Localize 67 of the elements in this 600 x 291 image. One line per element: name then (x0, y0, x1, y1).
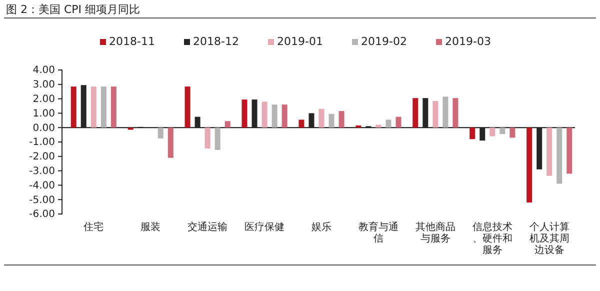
bar (328, 114, 334, 128)
bar (242, 100, 248, 128)
legend-label: 2019-01 (277, 35, 323, 48)
bar (298, 120, 304, 128)
y-tick-label: 2.00 (32, 94, 55, 105)
bar (432, 100, 438, 128)
x-tick-label: 服装 (140, 221, 161, 233)
legend-label: 2019-03 (445, 35, 491, 48)
bar (490, 128, 496, 136)
bar (546, 128, 552, 176)
y-tick-label: 4.00 (32, 65, 55, 76)
bar (70, 86, 76, 128)
bar (194, 116, 200, 128)
bar (224, 121, 230, 128)
bar (386, 120, 392, 128)
y-tick-label: -1.00 (29, 137, 55, 148)
y-tick-label: 1.00 (32, 108, 55, 120)
bar (100, 86, 106, 128)
bar (470, 128, 476, 140)
bar (184, 86, 190, 128)
bar (442, 96, 448, 128)
bar (452, 98, 458, 128)
bar (412, 98, 418, 128)
bar (168, 128, 174, 158)
bar (158, 128, 164, 138)
bar (480, 128, 486, 141)
x-tick-label: 住宅 (84, 221, 104, 233)
x-tick-label: 交通运输 (188, 221, 228, 233)
bar (376, 124, 382, 128)
y-tick-label: 0.00 (32, 122, 55, 134)
bar (510, 128, 516, 138)
legend-label: 2019-02 (361, 35, 407, 48)
bar (356, 125, 362, 128)
y-tick-label: -5.00 (29, 194, 55, 206)
x-tick-label: 娱乐 (312, 221, 332, 233)
bar (536, 128, 542, 170)
x-tick-label: 教育与通信 (358, 221, 398, 244)
bar (80, 85, 86, 128)
bar (252, 100, 258, 128)
bar (500, 128, 506, 134)
bar (282, 104, 288, 128)
bar (204, 128, 210, 148)
bar (110, 86, 116, 128)
legend-label: 2018-11 (109, 35, 155, 48)
bar (214, 128, 220, 150)
bar (422, 98, 428, 128)
bar (318, 108, 324, 128)
bar (262, 102, 268, 128)
y-tick-label: -6.00 (29, 209, 55, 220)
bar (90, 86, 96, 128)
bar (396, 116, 402, 128)
bar (338, 111, 344, 128)
x-tick-label: 其他商品与服务 (415, 221, 456, 244)
bar (556, 128, 562, 184)
bar (526, 128, 532, 202)
x-tick-label: 个人计算机及其周边设备 (529, 221, 570, 256)
bar (272, 104, 278, 128)
x-tick-label: 信息技术、硬件和服务 (472, 221, 512, 256)
chart-title: 图 2：美国 CPI 细项月同比 (6, 3, 140, 16)
y-tick-label: -2.00 (29, 152, 55, 163)
y-tick-label: -4.00 (29, 180, 55, 192)
bar (308, 113, 314, 128)
bar (566, 128, 572, 174)
y-tick-label: 3.00 (32, 80, 55, 91)
x-tick-label: 医疗保健 (244, 221, 285, 233)
legend-label: 2018-12 (193, 35, 239, 48)
y-tick-label: -3.00 (29, 166, 55, 177)
